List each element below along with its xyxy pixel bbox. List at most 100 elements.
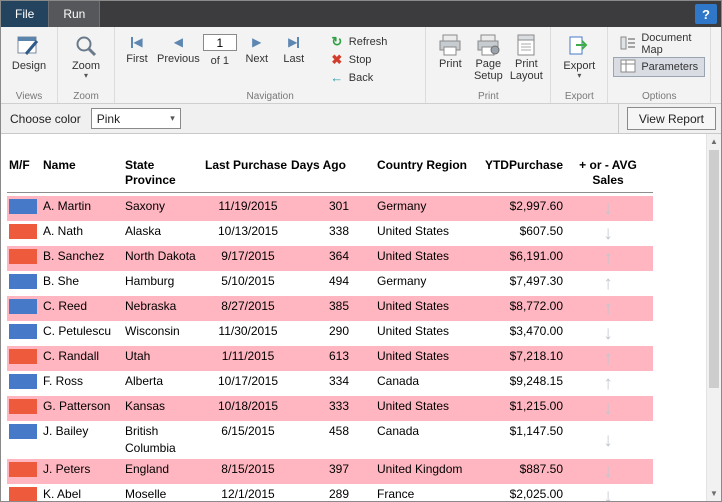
choose-color-label: Choose color	[10, 111, 81, 126]
cell: 289	[328, 487, 349, 501]
back-button[interactable]: ← Back	[326, 69, 392, 87]
cell	[7, 273, 43, 294]
stop-button[interactable]: ✖ Stop	[326, 51, 392, 69]
group-label-navigation: Navigation	[246, 91, 294, 102]
cell: 8/15/2015	[221, 462, 275, 476]
cell: Saxony	[125, 199, 166, 213]
color-dropdown[interactable]: Pink ▾	[90, 108, 181, 129]
view-report-button[interactable]: View Report	[626, 107, 716, 130]
print-icon	[438, 32, 462, 58]
gender-swatch	[9, 324, 37, 339]
cell: Wisconsin	[125, 324, 180, 338]
view-report-area: View Report	[617, 104, 721, 133]
document-map-icon	[620, 36, 636, 53]
vertical-scrollbar[interactable]: ▲ ▼	[706, 134, 721, 501]
page-number-input[interactable]	[202, 34, 237, 51]
table-row: K. Abel Moselle 12/1/2015 289 France $2,025.0…	[7, 484, 653, 501]
cell: ↑	[565, 298, 651, 319]
column-header: M/F	[9, 158, 30, 172]
cell: F. Ross	[43, 374, 84, 388]
help-button[interactable]: ?	[695, 4, 717, 24]
cell: $1,147.50	[509, 424, 563, 438]
page-setup-button[interactable]: Page Setup	[469, 30, 507, 82]
cell: $3,470.00	[509, 324, 563, 338]
cell: United States	[377, 349, 450, 363]
parameters-button[interactable]: Parameters	[613, 57, 706, 77]
table-row: A. Nath Alaska 10/13/2015 338 United States $…	[7, 221, 653, 246]
trend-up-icon: ↑	[603, 373, 613, 394]
table-row: G. Patterson Kansas 10/18/2015 333 United St…	[7, 396, 653, 421]
next-arrow-icon: ▶	[252, 35, 262, 49]
cell: G. Patterson	[43, 399, 111, 413]
table-row: C. Reed Nebraska 8/27/2015 385 United States…	[7, 296, 653, 321]
ribbon-group-zoom: Zoom ▾ Zoom	[58, 27, 115, 103]
last-arrow-icon: ▶	[288, 35, 298, 49]
cell: $1,215.00	[509, 399, 563, 413]
cell: 458	[328, 424, 349, 438]
cell: Utah	[125, 349, 151, 363]
first-page-button[interactable]: ◀ First	[120, 30, 154, 65]
cell: ↓	[565, 323, 651, 344]
cell: 12/1/2015	[221, 487, 275, 501]
cell	[7, 348, 43, 369]
ribbon-group-find: Find	[711, 27, 722, 103]
cell: 301	[328, 199, 349, 213]
table-row: F. Ross Alberta 10/17/2015 334 Canada $9,248.…	[7, 371, 653, 396]
cell: ↓	[565, 423, 651, 457]
cell: Canada	[377, 424, 420, 438]
refresh-button[interactable]: ↻ Refresh	[326, 33, 392, 51]
cell: Moselle	[125, 487, 167, 501]
tab-file[interactable]: File	[1, 1, 49, 27]
scroll-down-icon[interactable]: ▼	[710, 489, 718, 498]
cell: Nebraska	[125, 299, 177, 313]
cell: J. Bailey	[43, 424, 89, 438]
table-row: A. Martin Saxony 11/19/2015 301 Germany $2,99…	[7, 196, 653, 221]
previous-arrow-icon: ◀	[173, 35, 184, 49]
next-label: Next	[245, 53, 269, 65]
document-map-button[interactable]: Document Map	[613, 32, 705, 56]
cell	[7, 223, 43, 244]
stop-label: Stop	[348, 54, 372, 66]
trend-down-icon: ↓	[603, 323, 613, 344]
design-button[interactable]: Design	[6, 30, 52, 72]
zoom-button[interactable]: Zoom ▾	[63, 30, 109, 80]
tab-run[interactable]: Run	[48, 1, 101, 27]
cell: Germany	[377, 199, 427, 213]
group-label-export: Export	[564, 91, 594, 102]
cell: 364	[328, 249, 349, 263]
scroll-up-icon[interactable]: ▲	[710, 137, 718, 146]
cell: United States	[377, 299, 450, 313]
refresh-label: Refresh	[348, 36, 388, 48]
cell: United States	[377, 224, 450, 238]
parameter-bar: Choose color Pink ▾ View Report	[1, 104, 721, 134]
group-label-print: Print	[478, 91, 499, 102]
next-page-button[interactable]: ▶ Next	[240, 30, 274, 65]
cell: 290	[328, 324, 349, 338]
cell: ↑	[565, 273, 651, 294]
table-row: C. Randall Utah 1/11/2015 613 United States $…	[7, 346, 653, 371]
trend-down-icon: ↓	[603, 486, 613, 501]
export-button[interactable]: Export ▾	[556, 30, 602, 80]
print-layout-button[interactable]: Print Layout	[507, 30, 545, 82]
cell: C. Petulescu	[43, 324, 112, 338]
ribbon-group-views: Design Views	[1, 27, 58, 103]
first-arrow-icon: ◀	[133, 35, 143, 49]
gender-swatch	[9, 349, 37, 364]
previous-page-button[interactable]: ◀ Previous	[157, 30, 200, 65]
cell	[7, 373, 43, 394]
last-page-button[interactable]: ▶ Last	[277, 30, 311, 65]
print-button[interactable]: Print	[431, 30, 469, 70]
cell: 613	[328, 349, 349, 363]
color-dropdown-value: Pink	[96, 111, 121, 126]
scrollbar-thumb[interactable]	[709, 150, 719, 388]
cell: 1/11/2015	[221, 349, 275, 363]
column-header: Last Purchase	[205, 158, 288, 172]
ribbon-group-options: Document Map Parameters Options	[608, 27, 712, 103]
gender-swatch	[9, 374, 37, 389]
cell: 397	[328, 462, 349, 476]
table-row: J. Bailey British Columbia 6/15/2015 458 Can…	[7, 421, 653, 459]
cell	[7, 423, 43, 444]
column-header: YTDPurchase	[484, 158, 563, 172]
table-row: B. Sanchez North Dakota 9/17/2015 364 United…	[7, 246, 653, 271]
column-header: Name	[43, 158, 76, 172]
